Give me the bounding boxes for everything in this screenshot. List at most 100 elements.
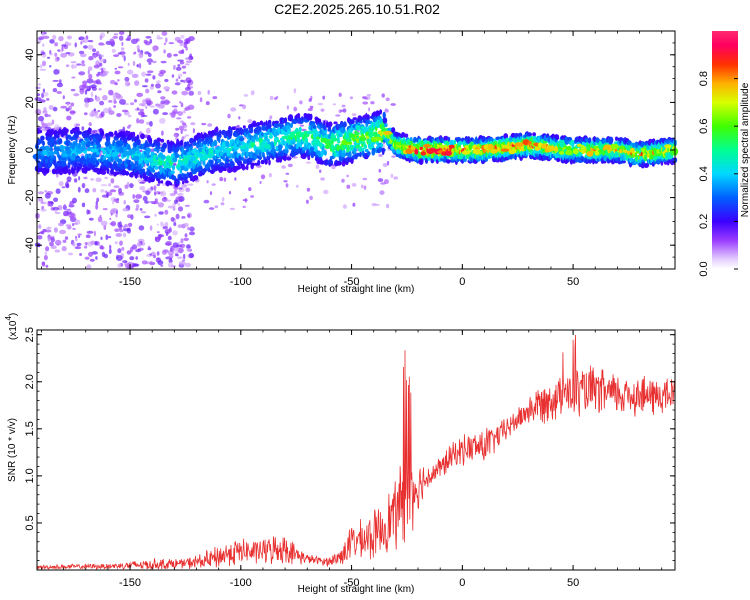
spectrogram-cell [572,148,579,155]
spectrogram-cell [83,45,88,49]
spectrogram-cell [65,107,70,112]
spectrogram-cell [352,117,358,121]
spectrogram-cell [241,166,248,170]
spectrogram-cell [146,154,152,159]
spectrogram-cell [109,222,115,226]
spectrogram-cell [90,91,94,98]
spectrogram-cell [227,113,231,119]
spectrogram-cell [98,43,106,46]
spectrogram-cell [173,190,178,195]
spectrogram-cell [171,164,176,171]
spectrogram-cell [71,166,74,173]
spectrogram-cell [87,44,94,50]
spectrogram-cell [180,129,183,134]
spectrogram-cell [185,57,189,60]
spectrogram-cell [374,203,380,206]
spectrogram-cell [113,198,118,202]
spectrogram-cell [127,62,130,66]
spectrogram-cell [176,256,183,260]
spectrogram-cell [117,263,122,268]
spectrogram-cell [384,123,388,128]
spectrogram-cell [176,117,182,120]
spectrogram-cell [643,154,648,162]
spectrogram-cell [458,140,464,145]
spectrogram-cell [54,249,61,253]
spectrogram-cell [178,50,184,55]
colorbar-tick-label: 0.2 [698,214,710,229]
spectrogram-cell [247,133,251,138]
spectrogram-cell [89,137,92,142]
spectrogram-cell [86,230,94,234]
spectrogram-cell [135,249,142,253]
spectrogram-cell [119,240,123,246]
spectrogram-cell [102,94,108,101]
spectrogram-cell [478,156,482,161]
spectrogram-cell [342,204,347,209]
spectrogram-cell [53,227,58,233]
spectrogram-cell [64,236,69,240]
spectrogram-cell [45,246,50,252]
spectrogram-cell [157,90,162,94]
spectrogram-cell [372,147,376,152]
spectrogram-cell [74,246,82,250]
spectrogram-cell [152,46,156,52]
spectrogram-cell [95,204,99,210]
spectrogram-cell [559,151,565,155]
spectrogram-cell [118,35,124,41]
spectrogram-panel: -150 -100 -50 0 50 -40 -20 0 20 40 Height of str… [7,30,679,295]
spectrogram-cell [65,64,70,67]
spectrogram-cell [81,60,85,64]
spectrogram-cell [308,98,312,102]
spectrogram-cell [134,51,137,55]
spectrogram-cell [184,107,189,112]
spectrogram-cell [52,206,60,211]
spectrogram-cell [66,115,72,121]
spectrogram-cell [385,108,388,112]
spectrogram-cell [45,229,52,233]
spectrogram-cell [99,245,104,250]
spectrogram-cell [100,189,105,193]
spectrogram-cell [61,246,67,252]
spectrogram-cell [219,176,224,182]
x-tick-label: -50 [344,276,360,288]
spectrogram-cell [171,90,178,95]
spectrogram-cell [38,197,41,202]
spectrogram-cell [80,41,83,45]
spectrogram-cell [104,153,112,158]
spectrogram-cell [159,117,166,124]
spectrogram-cell [556,157,561,163]
spectrogram-cell [73,162,79,168]
spectrogram-cell [136,242,142,247]
spectrogram-cell [190,122,196,126]
y-tick-label: 1.5 [24,421,36,436]
spectrogram-cell [197,166,203,171]
spectrogram-cell [295,184,299,188]
spectrogram-cell [180,140,183,144]
spectrogram-cell [178,187,183,190]
spectrogram-cell [359,151,362,158]
snr-y-label: SNR (10 * v/v) [7,418,18,482]
spectrogram-cell [173,199,179,204]
spectrogram-cell [121,109,129,113]
spectrogram-cell [372,136,382,141]
spectrogram-cell [148,200,155,204]
spectrogram-cell [178,241,181,246]
spectrogram-cell [242,104,247,110]
spectrogram-cell [70,88,76,92]
spectrogram-cell [122,207,129,212]
spectrogram-cell [363,144,368,149]
spectrogram-cell [145,106,148,109]
spectrogram-cell [111,208,118,212]
spectrogram-cell [347,151,352,158]
spectrogram-cell [320,108,325,112]
spectrogram-cell [121,53,125,58]
spectrogram-cell [46,122,53,127]
spectrogram-cell [132,60,136,67]
spectrogram-cell [328,121,333,127]
spectrogram-cell [126,250,132,255]
spectrogram-cell [38,83,41,86]
spectrogram-cell [144,200,149,204]
spectrogram-cell [81,126,85,131]
spectrogram-cell [185,39,190,45]
spectrogram-cell [101,130,105,136]
